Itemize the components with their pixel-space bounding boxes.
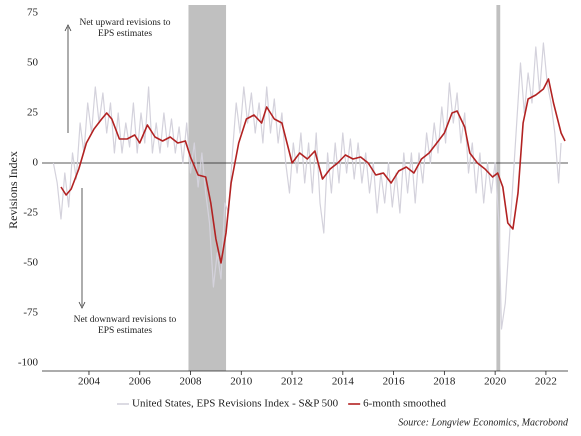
y-tick-label: 75: [27, 7, 39, 19]
arrow-head: [64, 24, 72, 32]
x-tick-label: 2014: [332, 376, 355, 388]
legend-label: 6-month smoothed: [363, 398, 446, 410]
legend-label: United States, EPS Revisions Index - S&P…: [132, 398, 339, 410]
y-tick-label: -100: [18, 357, 39, 369]
x-tick-label: 2010: [230, 376, 253, 388]
y-tick-label: 50: [27, 57, 39, 69]
y-tick-label: -25: [23, 207, 38, 219]
annotation: Net upward revisions to: [79, 18, 170, 28]
x-tick-label: 2006: [129, 376, 152, 388]
y-axis-label: Revisions Index: [6, 151, 20, 229]
annotation: EPS estimates: [98, 326, 152, 336]
recession-shade: [496, 5, 501, 371]
annotation: Net downward revisions to: [74, 315, 177, 325]
y-tick-label: 0: [33, 157, 39, 169]
x-tick-label: 2018: [433, 376, 456, 388]
y-tick-label: -50: [23, 257, 38, 269]
x-tick-label: 2004: [78, 376, 101, 388]
arrow-head: [78, 301, 86, 309]
x-tick-label: 2016: [383, 376, 406, 388]
annotation: EPS estimates: [98, 29, 152, 39]
x-tick-label: 2022: [535, 376, 557, 388]
y-tick-label: -75: [23, 307, 38, 319]
source: Source: Longview Economics, Macrobond: [398, 417, 569, 428]
x-tick-label: 2012: [281, 376, 303, 388]
x-tick-label: 2008: [180, 376, 203, 388]
series-line: [52, 42, 562, 330]
series-line: [60, 78, 566, 264]
x-tick-label: 2020: [484, 376, 507, 388]
y-tick-label: 25: [27, 107, 39, 119]
